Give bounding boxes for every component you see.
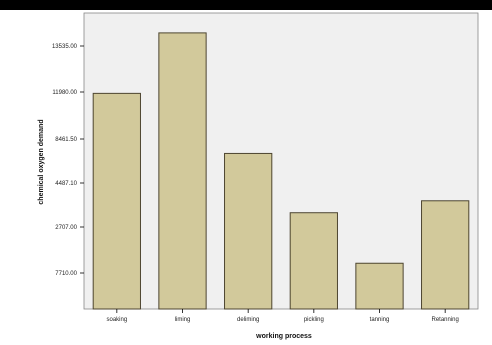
bar-soaking <box>92 92 141 310</box>
bar-pickling <box>289 212 338 310</box>
bar-deliming <box>224 152 273 310</box>
x-axis-title: working process <box>255 333 312 340</box>
bar-liming <box>158 32 207 310</box>
x-tick-label: liming <box>175 317 191 323</box>
x-tick-label: deliming <box>237 317 259 323</box>
plot-area <box>83 12 479 310</box>
y-tick-label: 11980.00 <box>52 90 77 96</box>
bars-group <box>92 32 470 310</box>
x-axis-ticks: soaking liming deliming pickling tanning Reta… <box>106 309 459 323</box>
x-tick-label: Retanning <box>431 317 458 323</box>
y-tick-label: 4487.10 <box>55 181 77 187</box>
y-tick-label: 7710.00 <box>55 271 77 277</box>
y-tick-label: 8461.50 <box>55 137 77 143</box>
y-tick-label: 2707.00 <box>55 225 77 231</box>
x-tick-label: pickling <box>304 317 324 323</box>
y-axis-ticks: 7710.00 2707.00 4487.10 8461.50 11980.00 1353… <box>52 44 84 277</box>
x-tick-label: tanning <box>370 317 390 323</box>
y-tick-label: 13535.00 <box>52 44 78 50</box>
bar-tanning <box>355 262 404 310</box>
x-tick-label: soaking <box>106 317 127 323</box>
bar-retanning <box>421 200 470 310</box>
y-axis-title: chemical oxygen demand <box>38 119 45 204</box>
top-black-strip <box>0 0 492 10</box>
